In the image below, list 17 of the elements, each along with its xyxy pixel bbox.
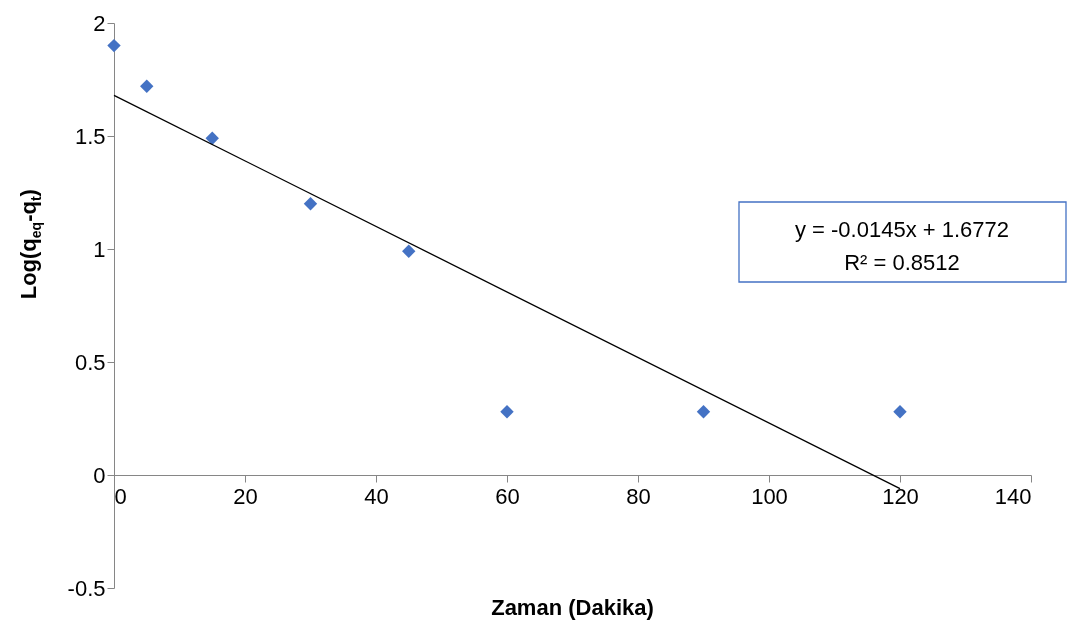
- y-tick-label: 2: [93, 10, 106, 36]
- x-axis-title: Zaman (Dakika): [491, 595, 654, 620]
- x-tick-label: 140: [994, 483, 1032, 509]
- x-tick-label: 60: [495, 483, 520, 509]
- x-tick-label: 120: [882, 483, 919, 509]
- x-tick-label: 80: [626, 483, 651, 509]
- annotation: y = -0.0145x + 1.6772: [794, 217, 1010, 242]
- x-tick-label: 40: [364, 483, 389, 509]
- y-tick-label: -0.5: [67, 575, 106, 601]
- x-tick-label: 0: [114, 483, 127, 509]
- x-tick-label: 20: [233, 483, 258, 509]
- annotation: R² = 0.8512: [844, 250, 960, 275]
- y-tick-label: 0.5: [74, 349, 106, 375]
- y-tick-label: 1.5: [74, 123, 106, 149]
- x-tick-label: 100: [751, 483, 788, 509]
- y-tick-label: 1: [93, 236, 106, 262]
- y-tick-label: 0: [93, 462, 106, 488]
